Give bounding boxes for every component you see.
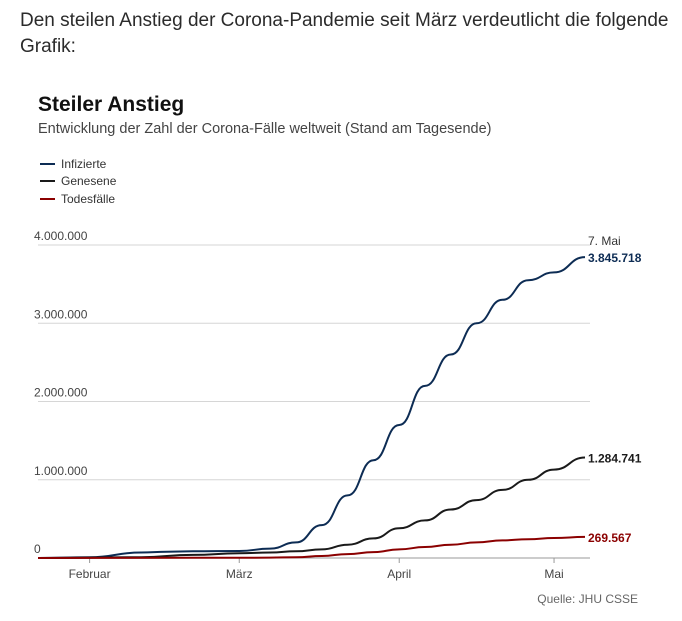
chart-title: Steiler Anstieg bbox=[38, 93, 185, 116]
chart-subtitle: Entwicklung der Zahl der Corona-Fälle we… bbox=[38, 121, 492, 137]
x-tick-label: Mai bbox=[544, 567, 563, 581]
end-value-infizierte: 3.845.718 bbox=[588, 251, 642, 265]
x-tick-label: April bbox=[387, 567, 411, 581]
intro-text: Den steilen Anstieg der Corona-Pandemie … bbox=[20, 10, 669, 57]
y-tick-label: 0 bbox=[34, 542, 41, 556]
legend-item-infizierte: Infizierte bbox=[40, 155, 116, 173]
legend-swatch-todesfaelle bbox=[40, 197, 55, 200]
x-tick-label: März bbox=[226, 567, 253, 581]
series-line-genesene bbox=[37, 456, 586, 559]
source-note: Quelle: JHU CSSE bbox=[537, 592, 638, 606]
legend-label-genesene: Genesene bbox=[61, 174, 117, 189]
y-tick-label: 3.000.000 bbox=[34, 307, 88, 321]
legend-swatch-genesene bbox=[40, 180, 55, 183]
y-tick-label: 1.000.000 bbox=[34, 464, 88, 478]
legend-label-todesfaelle: Todesfälle bbox=[61, 191, 116, 206]
x-tick-label: Februar bbox=[69, 567, 111, 581]
series-line-infizierte bbox=[37, 256, 586, 559]
legend-item-genesene: Genesene bbox=[40, 173, 116, 191]
legend-label-infizierte: Infizierte bbox=[61, 156, 107, 171]
end-value-todesfaelle: 269.567 bbox=[588, 531, 632, 545]
end-date-label: 7. Mai bbox=[588, 234, 621, 248]
y-tick-label: 4.000.000 bbox=[34, 229, 88, 243]
legend-item-todesfaelle: Todesfälle bbox=[40, 190, 116, 208]
series-line-todesfaelle bbox=[37, 535, 586, 559]
legend-swatch-infizierte bbox=[40, 162, 55, 165]
end-value-genesene: 1.284.741 bbox=[588, 451, 642, 465]
chart-legend: Infizierte Genesene Todesfälle bbox=[40, 155, 116, 208]
y-tick-label: 2.000.000 bbox=[34, 386, 88, 400]
